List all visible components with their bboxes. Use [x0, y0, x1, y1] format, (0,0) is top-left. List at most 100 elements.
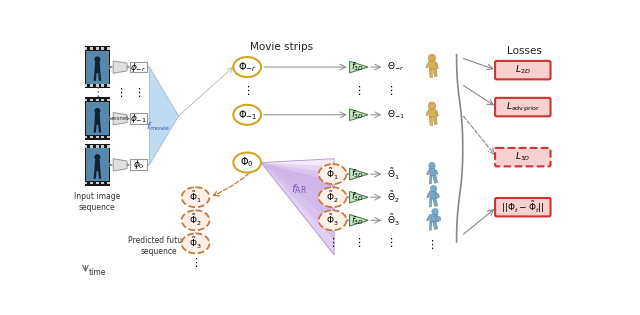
FancyBboxPatch shape	[495, 148, 550, 166]
FancyBboxPatch shape	[107, 182, 109, 185]
Polygon shape	[426, 110, 429, 116]
Ellipse shape	[319, 164, 346, 184]
FancyBboxPatch shape	[84, 145, 88, 147]
FancyBboxPatch shape	[84, 135, 88, 138]
Text: $||\Phi_t - \tilde{\Phi}_t||$: $||\Phi_t - \tilde{\Phi}_t||$	[501, 199, 545, 215]
FancyBboxPatch shape	[107, 99, 109, 101]
FancyBboxPatch shape	[101, 135, 104, 138]
Text: $\tilde{\Theta}_1$: $\tilde{\Theta}_1$	[387, 166, 399, 182]
FancyBboxPatch shape	[84, 182, 88, 185]
Polygon shape	[429, 117, 433, 125]
FancyBboxPatch shape	[130, 159, 147, 170]
Text: $\phi_{-1}$: $\phi_{-1}$	[130, 112, 147, 125]
FancyBboxPatch shape	[90, 84, 93, 87]
Text: ⋮: ⋮	[190, 258, 201, 268]
FancyBboxPatch shape	[495, 61, 550, 79]
Polygon shape	[435, 169, 438, 174]
FancyBboxPatch shape	[107, 84, 109, 87]
FancyBboxPatch shape	[96, 47, 99, 50]
Polygon shape	[427, 169, 429, 175]
Polygon shape	[435, 216, 441, 220]
Polygon shape	[429, 175, 432, 184]
Polygon shape	[113, 159, 127, 171]
Polygon shape	[349, 168, 368, 180]
Circle shape	[95, 155, 100, 159]
Text: $\tilde{\Theta}_3$: $\tilde{\Theta}_3$	[387, 213, 399, 228]
Text: ⋮: ⋮	[327, 238, 338, 249]
FancyBboxPatch shape	[86, 102, 109, 135]
Text: $\Phi_0$: $\Phi_0$	[240, 156, 254, 169]
Text: ⋮: ⋮	[241, 86, 253, 96]
Polygon shape	[149, 67, 179, 165]
Polygon shape	[94, 62, 100, 73]
Polygon shape	[93, 125, 97, 133]
FancyBboxPatch shape	[101, 84, 104, 87]
FancyBboxPatch shape	[84, 46, 110, 88]
Text: $\Theta_{-1}$: $\Theta_{-1}$	[387, 109, 404, 121]
Ellipse shape	[182, 210, 209, 230]
Text: ⋮: ⋮	[385, 86, 396, 96]
Polygon shape	[427, 192, 429, 198]
Polygon shape	[427, 216, 429, 221]
FancyBboxPatch shape	[96, 99, 99, 101]
Polygon shape	[98, 125, 101, 133]
FancyBboxPatch shape	[90, 99, 93, 101]
Polygon shape	[429, 191, 437, 198]
FancyBboxPatch shape	[86, 50, 109, 83]
Text: $f_{3D}$: $f_{3D}$	[351, 168, 364, 180]
Text: time: time	[88, 268, 106, 277]
FancyBboxPatch shape	[101, 145, 104, 147]
Text: ⋮: ⋮	[426, 240, 438, 250]
Text: $\tilde{\Phi}_3$: $\tilde{\Phi}_3$	[189, 236, 202, 251]
Polygon shape	[349, 215, 368, 226]
Text: ⋮: ⋮	[133, 88, 144, 98]
Polygon shape	[349, 192, 368, 203]
FancyBboxPatch shape	[495, 98, 550, 116]
Text: $f_{3D}$: $f_{3D}$	[351, 109, 364, 121]
Ellipse shape	[319, 187, 346, 207]
Polygon shape	[261, 163, 334, 224]
Ellipse shape	[234, 152, 261, 173]
Polygon shape	[429, 109, 436, 117]
Circle shape	[429, 54, 435, 61]
Text: ⋮: ⋮	[353, 238, 364, 249]
Text: $\phi_0$: $\phi_0$	[133, 158, 145, 171]
FancyBboxPatch shape	[84, 84, 88, 87]
Ellipse shape	[319, 210, 346, 230]
Text: $\tilde{\Phi}_2$: $\tilde{\Phi}_2$	[189, 213, 202, 228]
FancyBboxPatch shape	[101, 182, 104, 185]
Polygon shape	[435, 110, 438, 116]
FancyBboxPatch shape	[96, 84, 99, 87]
Text: $\Phi_{-r}$: $\Phi_{-r}$	[238, 60, 257, 74]
Text: ⋮: ⋮	[115, 88, 125, 98]
Polygon shape	[261, 159, 334, 205]
Polygon shape	[261, 163, 334, 239]
Circle shape	[95, 109, 100, 113]
FancyBboxPatch shape	[84, 144, 110, 186]
FancyBboxPatch shape	[96, 182, 99, 185]
Circle shape	[431, 186, 436, 192]
Text: ⋮: ⋮	[385, 238, 396, 249]
Polygon shape	[429, 221, 432, 230]
Polygon shape	[94, 113, 100, 125]
Text: $\phi_{-r}$: $\phi_{-r}$	[131, 60, 147, 74]
Polygon shape	[429, 215, 439, 221]
Text: $L_{\mathrm{adv\,prior}}$: $L_{\mathrm{adv\,prior}}$	[506, 100, 540, 114]
Polygon shape	[435, 192, 440, 197]
Text: $f_{\mathrm{movie}}$: $f_{\mathrm{movie}}$	[147, 120, 171, 133]
Polygon shape	[98, 73, 101, 81]
FancyBboxPatch shape	[90, 145, 93, 147]
FancyBboxPatch shape	[90, 135, 93, 138]
FancyBboxPatch shape	[107, 47, 109, 50]
FancyBboxPatch shape	[84, 99, 88, 101]
Text: $\tilde{\Theta}_2$: $\tilde{\Theta}_2$	[387, 190, 399, 205]
Polygon shape	[349, 109, 368, 121]
Polygon shape	[429, 168, 436, 175]
Ellipse shape	[182, 233, 209, 253]
Polygon shape	[261, 163, 334, 255]
Text: Losses: Losses	[507, 45, 542, 55]
FancyBboxPatch shape	[107, 135, 109, 138]
Text: $f_{3D}$: $f_{3D}$	[351, 61, 364, 73]
Text: $\Phi_{-1}$: $\Phi_{-1}$	[237, 108, 257, 122]
Text: $f_{\mathrm{AR}}$: $f_{\mathrm{AR}}$	[291, 183, 308, 196]
